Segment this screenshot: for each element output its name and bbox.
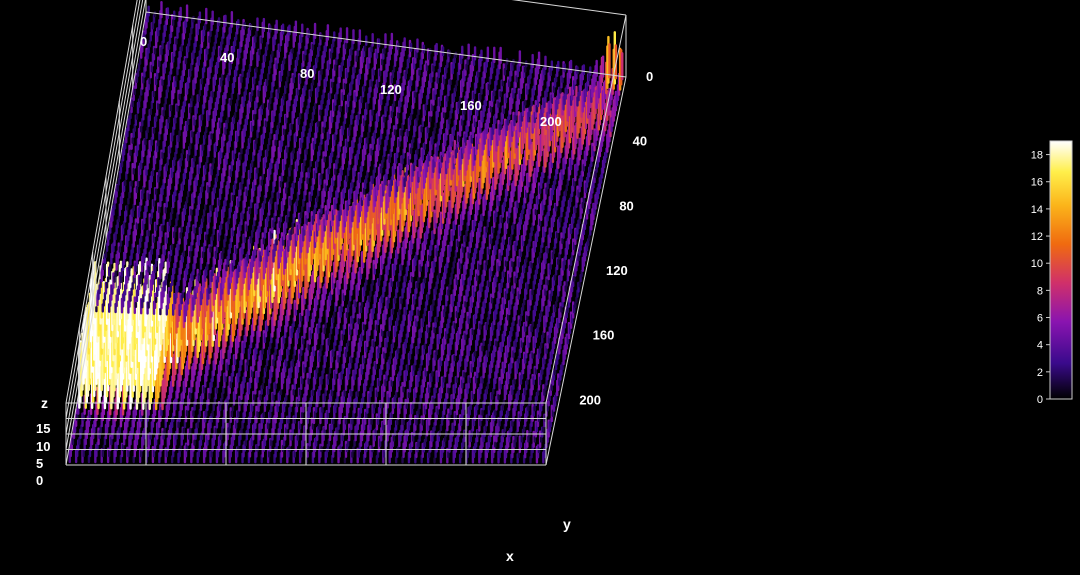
- surface-bars: [68, 0, 624, 464]
